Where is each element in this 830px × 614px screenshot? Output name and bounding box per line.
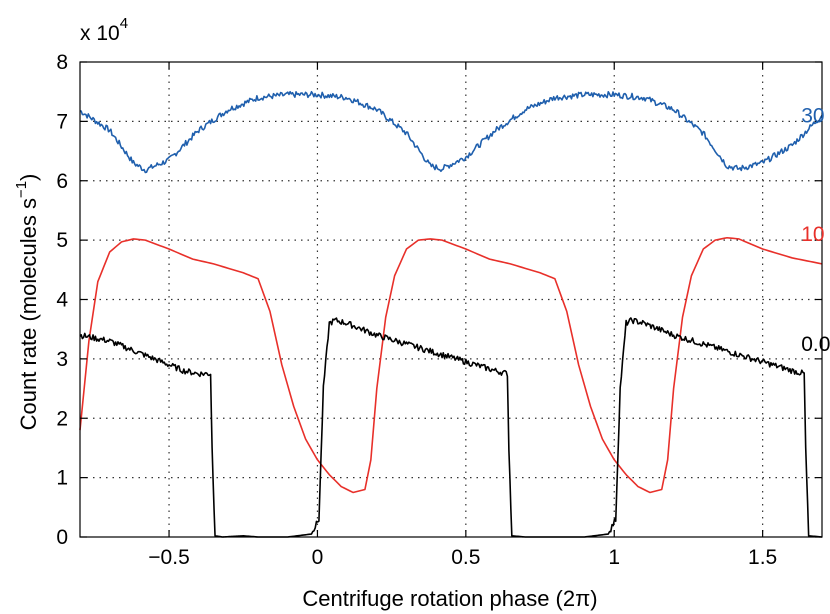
ticks [80, 61, 822, 538]
x-tick-label: 1 [608, 546, 620, 569]
x-tick-label: −0.5 [148, 546, 189, 569]
y-tick-label: 0 [56, 526, 68, 549]
y-tick-label: 8 [56, 51, 68, 74]
series-line-0 [79, 90, 823, 174]
y-tick-label: 3 [56, 348, 68, 371]
x-axis-label: Centrifuge rotation phase (2π) [302, 586, 597, 611]
y-tick-label: 4 [56, 289, 68, 312]
series-label-1: 10 Hz [801, 223, 830, 246]
y-tick-labels: 0 1 2 3 4 5 6 7 8 [56, 51, 68, 549]
grid [80, 62, 822, 537]
x-tick-label: 0.5 [451, 546, 480, 569]
series-lines [79, 90, 823, 538]
series-line-2 [79, 317, 823, 538]
series-line-1 [79, 236, 823, 494]
y-tick-label: 6 [56, 170, 68, 193]
y-scale-multiplier: x 104 [80, 15, 128, 45]
series-labels: 30 Hz 10 Hz 0.04 Hz [801, 104, 830, 356]
x-tick-label: 1.5 [748, 546, 777, 569]
y-tick-label: 7 [56, 110, 68, 133]
series-label-2: 0.04 Hz [801, 333, 830, 356]
y-axis-label: Count rate (molecules s−1) [13, 174, 41, 431]
x-tick-label: 0 [312, 546, 324, 569]
y-tick-label: 1 [56, 467, 68, 490]
y-tick-label: 2 [56, 407, 68, 430]
series-label-0: 30 Hz [801, 104, 830, 127]
y-tick-label: 5 [56, 229, 68, 252]
x-tick-labels: −0.5 0 0.5 1 1.5 [148, 546, 777, 569]
